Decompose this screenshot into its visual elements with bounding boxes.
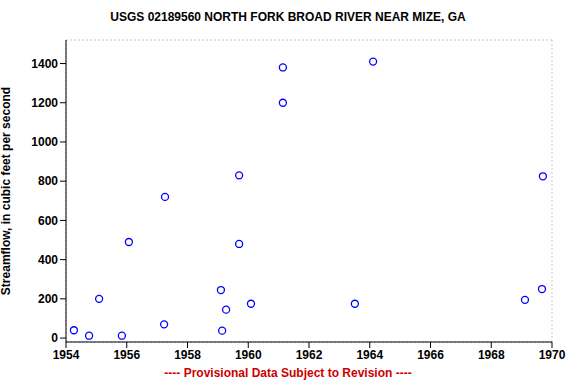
svg-text:1958: 1958 [174, 348, 201, 362]
html-text:---- Provisional Data Subject: ---- Provisional Data Subject to Revisio… [164, 366, 412, 380]
html-text:USGS 02189560 NORTH FORK BROAD: USGS 02189560 NORTH FORK BROAD RIVER NEA… [110, 10, 466, 24]
svg-text:1964: 1964 [356, 348, 383, 362]
svg-text:Streamflow, in cubic feet per: Streamflow, in cubic feet per second [8, 87, 13, 295]
svg-text:800: 800 [38, 174, 58, 188]
svg-text:200: 200 [38, 292, 58, 306]
svg-text:1960: 1960 [235, 348, 262, 362]
svg-text:1962: 1962 [296, 348, 323, 362]
svg-text:400: 400 [38, 253, 58, 267]
svg-text:0: 0 [51, 331, 58, 345]
svg-text:1966: 1966 [417, 348, 444, 362]
svg-text:1000: 1000 [31, 135, 58, 149]
svg-text:1200: 1200 [31, 96, 58, 110]
svg-text:1954: 1954 [53, 348, 80, 362]
svg-text:600: 600 [38, 214, 58, 228]
svg-text:1400: 1400 [31, 57, 58, 71]
svg-text:1968: 1968 [478, 348, 505, 362]
svg-text:1956: 1956 [113, 348, 140, 362]
svg-text:1970: 1970 [539, 348, 566, 362]
